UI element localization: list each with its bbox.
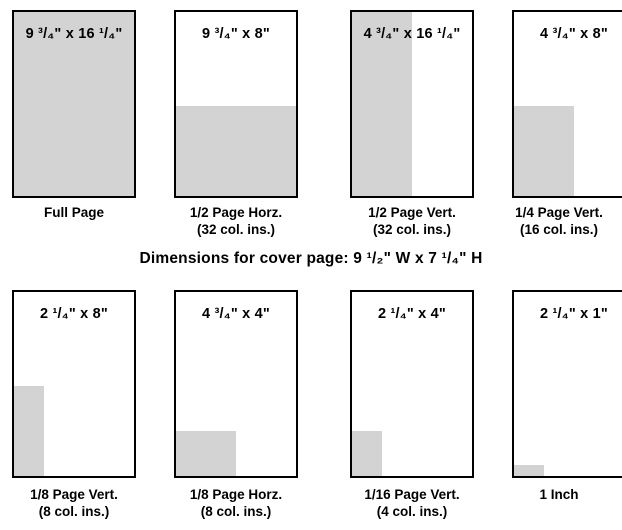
ad-caption: 1/8 Page Horz. (8 col. ins.) bbox=[161, 486, 311, 520]
ad-caption: 1/16 Page Vert. (4 col. ins.) bbox=[337, 486, 487, 520]
page-diagram-half-page-vert: 4 ³/₄" x 16 ¹/₄" bbox=[350, 10, 474, 198]
ad-caption: 1/2 Page Horz. (32 col. ins.) bbox=[161, 204, 311, 238]
page-diagram-one-inch: 2 ¹/₄" x 1" bbox=[512, 290, 622, 478]
ad-caption-line2: (32 col. ins.) bbox=[196, 222, 276, 237]
ad-caption-line2: (8 col. ins.) bbox=[38, 504, 110, 519]
ad-caption: Full Page bbox=[0, 204, 149, 221]
ad-size-label: 4 ³/₄" x 8" bbox=[540, 26, 608, 42]
page-diagram-eighth-page-vert: 2 ¹/₄" x 8" bbox=[12, 290, 136, 478]
ad-caption-line2: (8 col. ins.) bbox=[200, 504, 272, 519]
ad-caption-line1: 1 Inch bbox=[539, 487, 579, 502]
ad-area-fill bbox=[514, 105, 574, 196]
ad-caption: 1 Inch bbox=[496, 486, 622, 503]
ad-area-fill bbox=[514, 464, 544, 476]
page-diagram-full-page: 9 ³/₄" x 16 ¹/₄" bbox=[12, 10, 136, 198]
ad-size-label: 4 ³/₄" x 4" bbox=[202, 306, 270, 322]
ad-area-fill bbox=[14, 385, 44, 476]
ad-size-label: 2 ¹/₄" x 8" bbox=[40, 306, 108, 322]
page-diagram-sixteenth-page-vert: 2 ¹/₄" x 4" bbox=[350, 290, 474, 478]
ad-caption: 1/2 Page Vert. (32 col. ins.) bbox=[337, 204, 487, 238]
cover-page-dimensions-heading: Dimensions for cover page: 9 ¹/₂" W x 7 … bbox=[139, 250, 483, 267]
ad-size-label: 4 ³/₄" x 16 ¹/₄" bbox=[363, 26, 461, 42]
ad-area-fill bbox=[352, 12, 412, 196]
ad-size-label: 2 ¹/₄" x 1" bbox=[540, 306, 608, 322]
page-diagram-quarter-page-vert: 4 ³/₄" x 8" bbox=[512, 10, 622, 198]
page-diagram-half-page-horz: 9 ³/₄" x 8" bbox=[174, 10, 298, 198]
ad-size-label: 9 ³/₄" x 16 ¹/₄" bbox=[25, 26, 123, 42]
page-diagram-eighth-page-horz: 4 ³/₄" x 4" bbox=[174, 290, 298, 478]
ad-caption-line1: 1/2 Page Horz. bbox=[189, 205, 283, 220]
ad-area-fill bbox=[176, 105, 296, 196]
ad-caption-line1: 1/16 Page Vert. bbox=[364, 487, 460, 502]
ad-caption: 1/4 Page Vert. (16 col. ins.) bbox=[496, 204, 622, 238]
ad-caption: 1/8 Page Vert. (8 col. ins.) bbox=[0, 486, 149, 520]
ad-size-label: 2 ¹/₄" x 4" bbox=[378, 306, 446, 322]
ad-caption-line2: (4 col. ins.) bbox=[376, 504, 448, 519]
ad-caption-line1: 1/8 Page Vert. bbox=[30, 487, 118, 502]
ad-caption-line1: 1/2 Page Vert. bbox=[368, 205, 456, 220]
ad-area-fill bbox=[176, 430, 236, 476]
ad-size-label: 9 ³/₄" x 8" bbox=[202, 26, 270, 42]
ad-caption-line1: 1/8 Page Horz. bbox=[189, 487, 283, 502]
ad-caption-line1: Full Page bbox=[43, 205, 104, 220]
ad-area-fill bbox=[352, 430, 382, 476]
ad-caption-line2: (16 col. ins.) bbox=[519, 222, 599, 237]
ad-area-fill bbox=[14, 12, 134, 196]
ad-caption-line1: 1/4 Page Vert. bbox=[515, 205, 603, 220]
ad-caption-line2: (32 col. ins.) bbox=[372, 222, 452, 237]
